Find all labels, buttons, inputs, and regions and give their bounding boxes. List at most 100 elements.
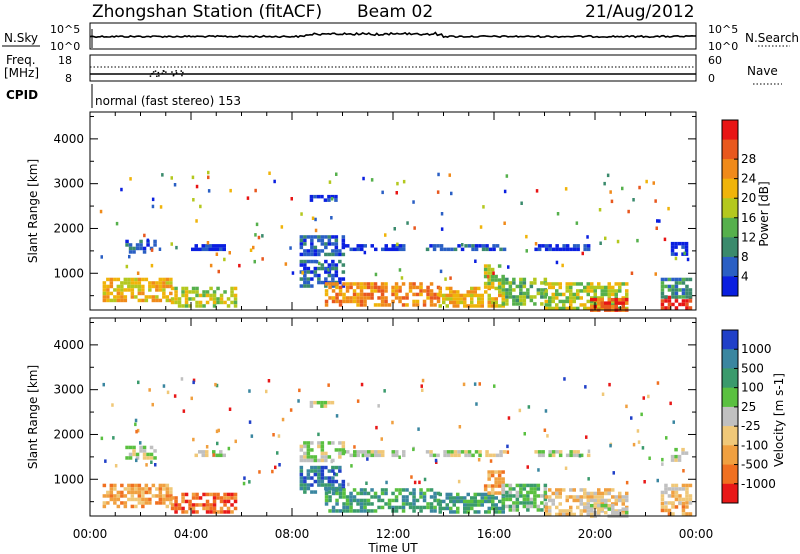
sky-noise-line xyxy=(89,31,697,39)
velocity-scatter-pixel xyxy=(665,436,668,440)
power-scatter-pixel xyxy=(301,271,304,275)
power-scatter-pixel xyxy=(215,252,219,256)
velocity-scatter-pixel xyxy=(145,463,148,467)
power-scatter-pixel xyxy=(436,190,440,194)
power-scatter-pixel xyxy=(525,249,528,253)
power-scatter-pixel xyxy=(654,199,657,203)
velocity-scatter-pixel xyxy=(361,453,365,458)
power-colorbar-label: Power [dB] xyxy=(757,181,771,246)
velocity-scatter-pixel xyxy=(215,429,219,434)
velocity-scatter-pixel xyxy=(135,458,138,463)
power-scatter-pixel xyxy=(115,221,119,226)
frequency-dot xyxy=(175,70,177,72)
velocity-panel xyxy=(89,317,697,517)
velocity-ylabel: Slant Range [km] xyxy=(26,365,40,469)
power-scatter-pixel xyxy=(229,188,232,193)
power-scatter-pixel xyxy=(311,216,315,220)
colorbar-segment xyxy=(722,276,738,297)
power-scatter-pixel xyxy=(556,212,560,216)
velocity-scatter-pixel xyxy=(277,434,281,438)
velocity-scatter-pixel xyxy=(216,441,219,446)
velocity-scatter-pixel xyxy=(601,392,605,396)
power-scatter-pixel xyxy=(486,274,490,279)
velocity-scatter-pixel xyxy=(135,429,138,434)
velocity-scatter-pixel xyxy=(420,384,423,388)
velocity-scatter-pixel xyxy=(248,420,252,424)
velocity-echo-region xyxy=(125,445,157,460)
power-scatter-pixel xyxy=(658,219,661,223)
velocity-scatter-pixel xyxy=(423,477,427,482)
power-scatter-pixel xyxy=(645,179,648,184)
velocity-scatter-pixel xyxy=(587,477,590,481)
velocity-scatter-pixel xyxy=(661,457,664,462)
time-tick-label: 00:00 xyxy=(679,527,714,541)
velocity-scatter-pixel xyxy=(587,449,591,453)
velocity-scatter-pixel xyxy=(248,480,251,484)
time-tick-label: 00:00 xyxy=(73,527,108,541)
velocity-scatter-pixel xyxy=(398,455,401,459)
power-scatter-pixel xyxy=(632,198,635,202)
power-scatter-pixel xyxy=(406,221,409,225)
power-scatter-pixel xyxy=(655,226,658,230)
power-scatter-pixel xyxy=(318,261,321,266)
velocity-scatter-pixel xyxy=(100,436,104,441)
y-tick-label: 4000 xyxy=(53,338,84,352)
velocity-scatter-pixel xyxy=(137,380,140,385)
velocity-scatter-pixel xyxy=(543,428,547,432)
velocity-scatter-pixel xyxy=(154,463,157,467)
sky-noise-series xyxy=(89,29,697,48)
velocity-scatter-pixel xyxy=(150,460,153,464)
colorbar-segment xyxy=(722,217,738,238)
velocity-scatter-pixel xyxy=(297,399,300,403)
velocity-scatter-pixel xyxy=(506,444,509,449)
velocity-scatter-pixel xyxy=(391,420,394,425)
velocity-scatter-pixel xyxy=(250,434,254,438)
velocity-scatter-pixel xyxy=(473,382,477,386)
velocity-scatter-pixel xyxy=(182,409,186,413)
frequency-label: Freq. xyxy=(6,53,36,67)
velocity-scatter-pixel xyxy=(585,435,588,439)
power-scatter-pixel xyxy=(395,191,398,195)
power-scatter-pixel xyxy=(284,262,288,266)
power-scatter-pixel xyxy=(534,242,538,246)
frequency-dot xyxy=(154,70,157,72)
nave-tick-high: 60 xyxy=(708,54,722,67)
colorbar-segment xyxy=(722,198,738,219)
sky-tick-low: 10^0 xyxy=(50,40,80,53)
velocity-scatter-pixel xyxy=(462,382,466,387)
power-scatter-pixel xyxy=(396,181,399,186)
power-scatter-pixel xyxy=(335,172,338,176)
colorbar-tick-label: 500 xyxy=(741,361,764,375)
velocity-scatter-pixel xyxy=(102,382,105,387)
velocity-scatter-pixel xyxy=(507,416,511,420)
power-scatter-pixel xyxy=(663,237,667,242)
velocity-scatter-pixel xyxy=(278,463,281,467)
power-scatter-pixel xyxy=(217,269,220,274)
power-scatter-pixel xyxy=(450,191,453,196)
velocity-scatter-pixel xyxy=(489,459,493,463)
velocity-echo-region xyxy=(309,400,335,408)
velocity-scatter-pixel xyxy=(564,466,568,470)
power-scatter-pixel xyxy=(604,236,607,241)
velocity-scatter-pixel xyxy=(350,464,353,468)
power-echo-region xyxy=(299,235,346,257)
y-tick-label: 3000 xyxy=(53,177,84,191)
power-echo-region xyxy=(425,244,507,252)
power-scatter-pixel xyxy=(621,186,624,191)
velocity-scatter-pixel xyxy=(271,469,274,474)
power-scatter-pixel xyxy=(400,276,404,280)
velocity-scatter-pixel xyxy=(214,382,217,387)
velocity-scatter-pixel xyxy=(173,394,177,398)
colorbar-frame xyxy=(721,119,739,297)
velocity-scatter-pixel xyxy=(192,378,196,383)
velocity-scatter-pixel xyxy=(289,408,293,412)
frequency-dot xyxy=(172,74,175,77)
velocity-scatter-pixel xyxy=(114,464,118,468)
velocity-scatter-pixel xyxy=(642,396,645,400)
velocity-scatter-pixel xyxy=(643,480,646,484)
power-scatter-pixel xyxy=(474,259,477,263)
power-scatter-pixel xyxy=(300,212,303,216)
frequency-dot xyxy=(156,75,158,77)
power-scatter-pixel xyxy=(100,255,103,259)
